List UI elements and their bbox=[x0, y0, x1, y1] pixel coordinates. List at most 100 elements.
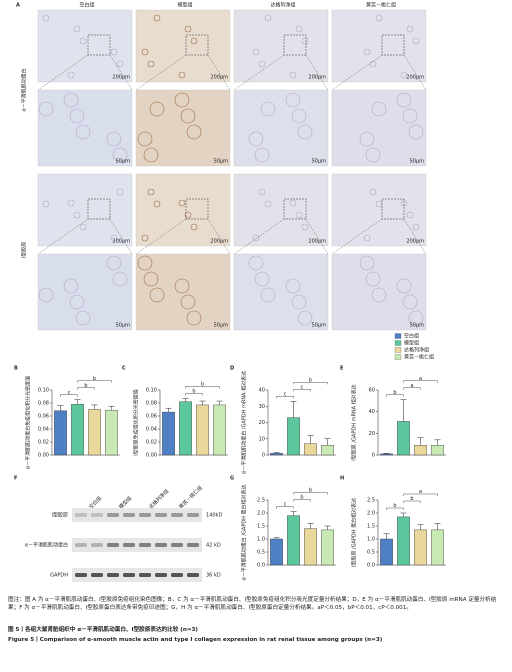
significance-label: c bbox=[284, 391, 287, 397]
tissue-detail bbox=[67, 199, 75, 207]
zoom-box bbox=[185, 34, 209, 56]
tissue-detail bbox=[289, 199, 297, 207]
y-tick-label: 0.00 bbox=[146, 453, 157, 459]
tissue-detail bbox=[396, 92, 412, 108]
tissue-detail bbox=[295, 25, 303, 33]
error-bar bbox=[273, 452, 280, 454]
y-tick-label: 1.5 bbox=[367, 524, 375, 530]
micrograph bbox=[233, 9, 329, 83]
tissue-detail bbox=[264, 14, 272, 22]
error-bar bbox=[383, 453, 390, 454]
legend-label: 达格列净组 bbox=[404, 347, 429, 354]
blot-band bbox=[187, 513, 199, 517]
y-tick-label: 0.5 bbox=[257, 550, 265, 556]
tissue-detail bbox=[137, 255, 153, 271]
bar bbox=[179, 401, 192, 456]
tissue-detail bbox=[369, 188, 377, 196]
y-axis-label: Ⅰ型胶原 /GAPDH mRNA 相对表达 bbox=[351, 384, 358, 460]
micrograph bbox=[331, 9, 427, 83]
blot-band bbox=[107, 543, 119, 547]
error-bar bbox=[383, 533, 390, 539]
tissue-detail bbox=[186, 310, 202, 326]
y-tick-label: 0.5 bbox=[367, 550, 375, 556]
row-label: α－平滑肌肌动蛋白 bbox=[21, 68, 28, 111]
bar bbox=[162, 411, 175, 456]
blot-band bbox=[75, 543, 87, 547]
tissue-detail bbox=[297, 124, 313, 140]
tissue-detail bbox=[112, 271, 128, 287]
error-bar bbox=[57, 405, 64, 411]
significance-label: c bbox=[301, 384, 304, 390]
tissue-detail bbox=[143, 271, 159, 287]
error-bar bbox=[216, 400, 223, 405]
legend-label: 空白组 bbox=[404, 333, 419, 340]
bar bbox=[213, 404, 226, 456]
tissue-detail bbox=[254, 271, 270, 287]
tissue-detail bbox=[67, 71, 75, 79]
significance-label: a bbox=[419, 376, 422, 382]
scale-bar-label: 50μm bbox=[214, 159, 229, 165]
blot-band bbox=[139, 513, 151, 517]
bar bbox=[304, 528, 317, 566]
scale-bar-label: 200μm bbox=[308, 239, 326, 245]
significance-label: b bbox=[84, 383, 87, 389]
tissue-detail bbox=[190, 37, 198, 45]
error-bar bbox=[108, 406, 115, 411]
micrograph bbox=[37, 173, 133, 247]
blot-band bbox=[187, 573, 199, 577]
significance-label: b bbox=[410, 496, 413, 502]
micrograph bbox=[233, 89, 329, 167]
tissue-detail bbox=[264, 200, 272, 208]
micrograph bbox=[331, 89, 427, 167]
y-tick-label: 0.10 bbox=[146, 388, 157, 394]
error-bar bbox=[199, 400, 206, 405]
tissue-detail bbox=[116, 60, 124, 68]
y-tick-label: 2.0 bbox=[257, 511, 265, 517]
y-tick-label: 0.0 bbox=[367, 563, 375, 569]
tissue-detail bbox=[69, 294, 85, 310]
zoom-box bbox=[283, 34, 307, 56]
tissue-detail bbox=[252, 48, 260, 56]
tissue-detail bbox=[147, 60, 155, 68]
blot-band bbox=[91, 573, 103, 577]
scale-bar-label: 50μm bbox=[116, 159, 131, 165]
error-bar bbox=[434, 439, 441, 446]
bar bbox=[414, 529, 427, 566]
zoom-lines bbox=[135, 54, 231, 91]
caption-title-en: Figure 5丨Comparison of α-smooth muscle a… bbox=[8, 637, 383, 643]
significance-bracket bbox=[77, 380, 112, 383]
legend-swatch bbox=[394, 340, 402, 346]
tissue-detail bbox=[301, 37, 309, 45]
scale-bar-label: 50μm bbox=[410, 323, 425, 329]
tissue-detail bbox=[359, 255, 375, 271]
significance-bracket bbox=[403, 380, 438, 383]
protein-label: GAPDH bbox=[50, 573, 68, 579]
scale-bar-label: 50μm bbox=[116, 323, 131, 329]
panel-label: C bbox=[122, 366, 126, 372]
tissue-detail bbox=[371, 287, 387, 303]
scale-bar-label: 50μm bbox=[312, 323, 327, 329]
panel-label: F bbox=[14, 476, 17, 482]
row-label: Ⅰ型胶原 bbox=[21, 242, 28, 258]
zoom-lines bbox=[233, 218, 329, 255]
zoom-box bbox=[87, 34, 111, 56]
error-bar bbox=[165, 407, 172, 413]
micrograph bbox=[135, 253, 231, 331]
error-bar bbox=[290, 511, 297, 516]
tissue-detail bbox=[260, 287, 276, 303]
tissue-detail bbox=[295, 211, 303, 219]
tissue-detail bbox=[254, 147, 270, 163]
tissue-detail bbox=[42, 200, 50, 208]
micrograph bbox=[37, 9, 133, 83]
bar bbox=[196, 404, 209, 456]
blot-band bbox=[155, 513, 167, 517]
scale-bar-label: 200μm bbox=[308, 75, 326, 81]
zoom-lines bbox=[331, 54, 427, 91]
bar bbox=[270, 453, 283, 456]
caption-note: 图注：图 A 为 α－平滑肌肌动蛋白、Ⅰ型胶原免疫组化染色图像；B，C 为 α－… bbox=[8, 597, 497, 611]
blot-strip bbox=[72, 568, 202, 582]
error-bar bbox=[273, 537, 280, 539]
tissue-detail bbox=[178, 199, 186, 207]
blot-band bbox=[107, 513, 119, 517]
zoom-box bbox=[87, 198, 111, 220]
